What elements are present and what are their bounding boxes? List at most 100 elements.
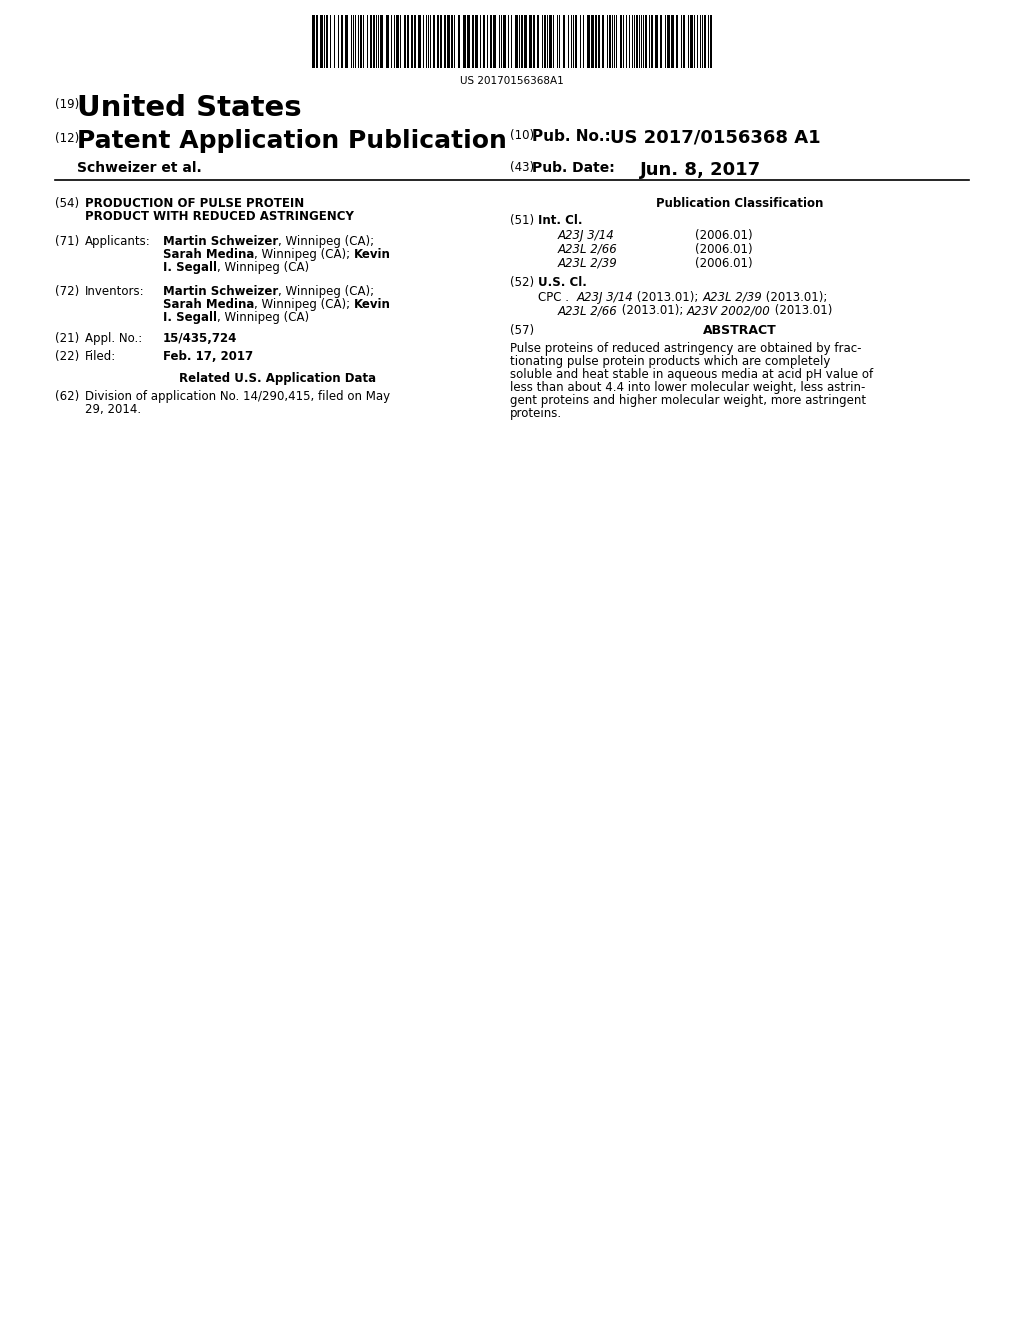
Bar — [655, 15, 658, 69]
Bar — [312, 15, 315, 69]
Text: (2013.01): (2013.01) — [771, 304, 831, 317]
Text: gent proteins and higher molecular weight, more astringent: gent proteins and higher molecular weigh… — [510, 393, 866, 407]
Text: Schweizer et al.: Schweizer et al. — [77, 161, 202, 176]
Text: Pub. No.:: Pub. No.: — [532, 129, 610, 144]
Bar — [690, 15, 693, 69]
Bar — [407, 15, 409, 69]
Bar — [602, 15, 604, 69]
Bar — [458, 15, 460, 69]
Bar — [433, 15, 435, 69]
Bar — [524, 15, 527, 69]
Bar — [609, 15, 611, 69]
Bar — [341, 15, 343, 69]
Text: (51): (51) — [510, 214, 535, 227]
Bar — [529, 15, 532, 69]
Bar — [373, 15, 375, 69]
Text: (10): (10) — [510, 129, 535, 143]
Bar — [537, 15, 539, 69]
Bar — [447, 15, 450, 69]
Text: 29, 2014.: 29, 2014. — [85, 403, 141, 416]
Text: Inventors:: Inventors: — [85, 285, 144, 298]
Text: Martin Schweizer: Martin Schweizer — [163, 285, 279, 298]
Text: (57): (57) — [510, 323, 535, 337]
Bar — [370, 15, 372, 69]
Bar — [380, 15, 383, 69]
Text: I. Segall: I. Segall — [163, 261, 217, 275]
Bar — [534, 15, 535, 69]
Bar — [437, 15, 439, 69]
Bar — [444, 15, 446, 69]
Bar — [515, 15, 518, 69]
Bar — [591, 15, 594, 69]
Bar — [326, 15, 328, 69]
Bar — [463, 15, 466, 69]
Bar — [667, 15, 670, 69]
Text: Related U.S. Application Data: Related U.S. Application Data — [179, 372, 376, 385]
Text: Feb. 17, 2017: Feb. 17, 2017 — [163, 350, 253, 363]
Text: (72): (72) — [55, 285, 79, 298]
Text: , Winnipeg (CA): , Winnipeg (CA) — [217, 261, 309, 275]
Text: Applicants:: Applicants: — [85, 235, 151, 248]
Bar — [521, 15, 523, 69]
Text: soluble and heat stable in aqueous media at acid pH value of: soluble and heat stable in aqueous media… — [510, 368, 873, 381]
Text: Appl. No.:: Appl. No.: — [85, 333, 142, 345]
Text: (2006.01): (2006.01) — [695, 243, 753, 256]
Bar — [411, 15, 413, 69]
Bar — [710, 15, 712, 69]
Bar — [319, 15, 323, 69]
Text: Sarah Medina: Sarah Medina — [163, 298, 254, 312]
Bar — [620, 15, 622, 69]
Text: (54): (54) — [55, 197, 79, 210]
Bar — [549, 15, 552, 69]
Text: Filed:: Filed: — [85, 350, 117, 363]
Text: A23J 3/14: A23J 3/14 — [577, 290, 633, 304]
Text: (2013.01);: (2013.01); — [617, 304, 687, 317]
Text: less than about 4.4 into lower molecular weight, less astrin-: less than about 4.4 into lower molecular… — [510, 381, 865, 393]
Text: A23J 3/14: A23J 3/14 — [558, 228, 614, 242]
Text: (62): (62) — [55, 389, 79, 403]
Text: PRODUCTION OF PULSE PROTEIN: PRODUCTION OF PULSE PROTEIN — [85, 197, 304, 210]
Bar — [396, 15, 399, 69]
Text: PRODUCT WITH REDUCED ASTRINGENCY: PRODUCT WITH REDUCED ASTRINGENCY — [85, 210, 354, 223]
Bar — [345, 15, 348, 69]
Bar — [467, 15, 470, 69]
Text: ABSTRACT: ABSTRACT — [702, 323, 776, 337]
Text: (2013.01);: (2013.01); — [633, 290, 702, 304]
Text: Pub. Date:: Pub. Date: — [532, 161, 614, 176]
Text: (2013.01);: (2013.01); — [762, 290, 827, 304]
Text: , Winnipeg (CA);: , Winnipeg (CA); — [279, 235, 375, 248]
Bar — [563, 15, 565, 69]
Bar — [418, 15, 421, 69]
Text: A23L 2/39: A23L 2/39 — [702, 290, 762, 304]
Text: (71): (71) — [55, 235, 79, 248]
Text: Publication Classification: Publication Classification — [655, 197, 823, 210]
Text: Martin Schweizer: Martin Schweizer — [163, 235, 279, 248]
Bar — [490, 15, 492, 69]
Text: U.S. Cl.: U.S. Cl. — [538, 276, 587, 289]
Bar — [683, 15, 685, 69]
Text: (22): (22) — [55, 350, 79, 363]
Bar — [360, 15, 362, 69]
Text: Sarah Medina: Sarah Medina — [163, 248, 254, 261]
Text: , Winnipeg (CA): , Winnipeg (CA) — [217, 312, 309, 323]
Bar — [472, 15, 474, 69]
Bar — [595, 15, 597, 69]
Bar — [676, 15, 678, 69]
Text: , Winnipeg (CA);: , Winnipeg (CA); — [254, 298, 354, 312]
Bar — [660, 15, 662, 69]
Text: 15/435,724: 15/435,724 — [163, 333, 238, 345]
Text: A23V 2002/00: A23V 2002/00 — [687, 304, 771, 317]
Text: US 20170156368A1: US 20170156368A1 — [460, 77, 564, 86]
Bar — [636, 15, 638, 69]
Bar — [493, 15, 496, 69]
Bar — [705, 15, 706, 69]
Bar — [404, 15, 406, 69]
Text: A23L 2/66: A23L 2/66 — [558, 243, 617, 256]
Text: Kevin: Kevin — [354, 248, 391, 261]
Text: Pulse proteins of reduced astringency are obtained by frac-: Pulse proteins of reduced astringency ar… — [510, 342, 861, 355]
Bar — [440, 15, 442, 69]
Text: US 2017/0156368 A1: US 2017/0156368 A1 — [610, 129, 820, 147]
Text: , Winnipeg (CA);: , Winnipeg (CA); — [279, 285, 375, 298]
Bar — [544, 15, 546, 69]
Bar — [451, 15, 453, 69]
